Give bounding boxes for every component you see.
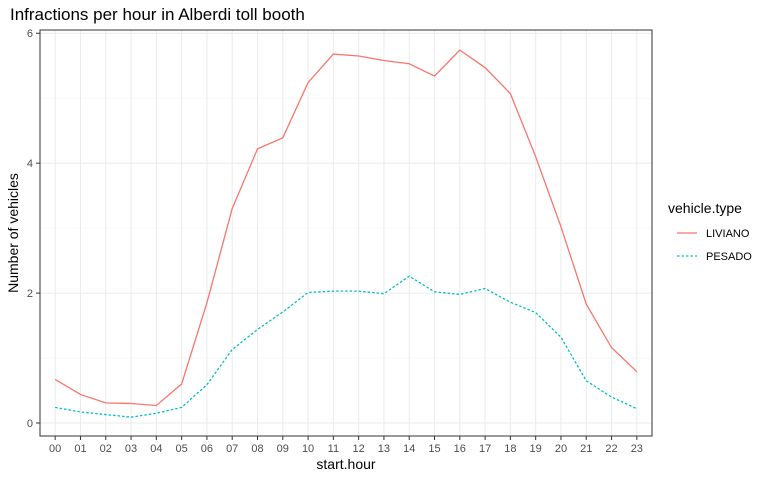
x-tick-label: 19 [530, 443, 542, 455]
x-tick-label: 23 [631, 443, 643, 455]
x-tick-label: 14 [403, 443, 415, 455]
chart-title: Infractions per hour in Alberdi toll boo… [10, 5, 305, 24]
grid-lines [40, 30, 652, 436]
x-tick-label: 00 [49, 443, 61, 455]
x-tick-label: 12 [353, 443, 365, 455]
y-tick-label: 6 [27, 28, 33, 40]
x-tick-label: 09 [277, 443, 289, 455]
legend: vehicle.type LIVIANO PESADO [668, 200, 752, 263]
x-tick-label: 18 [504, 443, 516, 455]
plot-panel-border [39, 29, 653, 437]
y-tick-label: 2 [27, 288, 33, 300]
x-tick-label: 20 [555, 443, 567, 455]
x-tick-label: 02 [100, 443, 112, 455]
y-tick-label: 0 [27, 418, 33, 430]
x-tick-label: 01 [74, 443, 86, 455]
x-tick-label: 16 [454, 443, 466, 455]
y-axis-title: Number of vehicles [5, 173, 21, 293]
x-tick-label: 10 [302, 443, 314, 455]
x-tick-label: 05 [175, 443, 187, 455]
series-line-pesado [55, 275, 638, 418]
legend-label-pesado: PESADO [706, 251, 752, 263]
x-tick-label: 06 [201, 443, 213, 455]
x-axis-title: start.hour [316, 456, 375, 472]
x-tick-label: 04 [150, 443, 162, 455]
x-tick-label: 07 [226, 443, 238, 455]
legend-label-liviano: LIVIANO [706, 228, 750, 240]
series-layer [54, 49, 638, 418]
x-tick-label: 03 [125, 443, 137, 455]
x-tick-label: 22 [605, 443, 617, 455]
x-tick-label: 21 [580, 443, 592, 455]
x-tick-label: 08 [251, 443, 263, 455]
x-tick-label: 15 [428, 443, 440, 455]
x-tick-label: 11 [328, 443, 339, 455]
x-tick-label: 13 [378, 443, 390, 455]
x-tick-label: 17 [479, 443, 491, 455]
y-tick-label: 4 [27, 158, 33, 170]
series-line-liviano [54, 49, 638, 407]
legend-title: vehicle.type [668, 200, 742, 216]
